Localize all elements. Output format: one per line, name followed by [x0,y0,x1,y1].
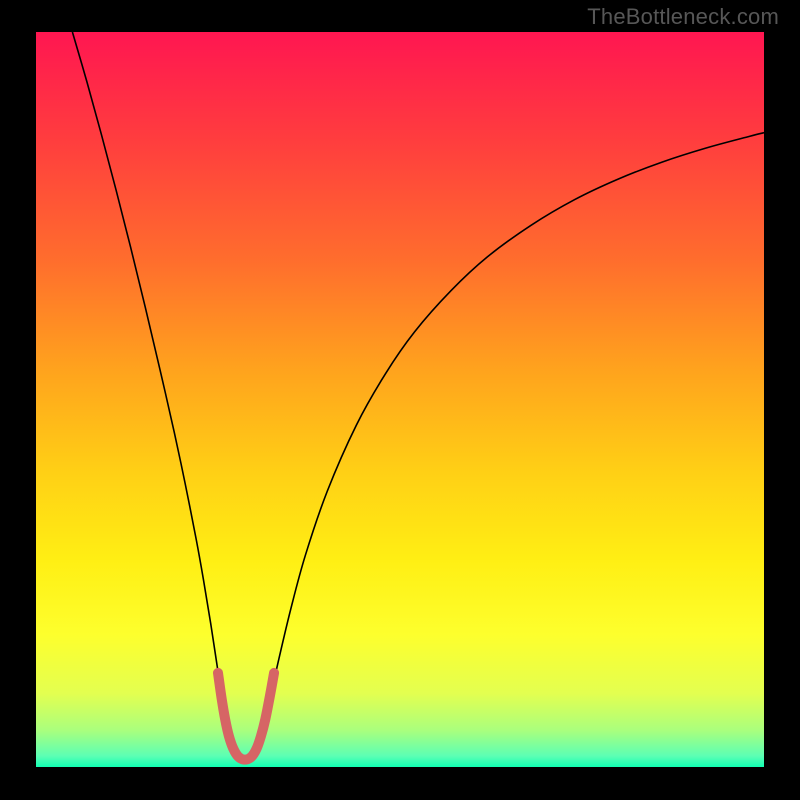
chart-canvas: TheBottleneck.com [0,0,800,800]
watermark-text: TheBottleneck.com [587,4,779,30]
plot-svg [36,32,764,767]
gradient-background [36,32,764,767]
plot-area [36,32,764,767]
